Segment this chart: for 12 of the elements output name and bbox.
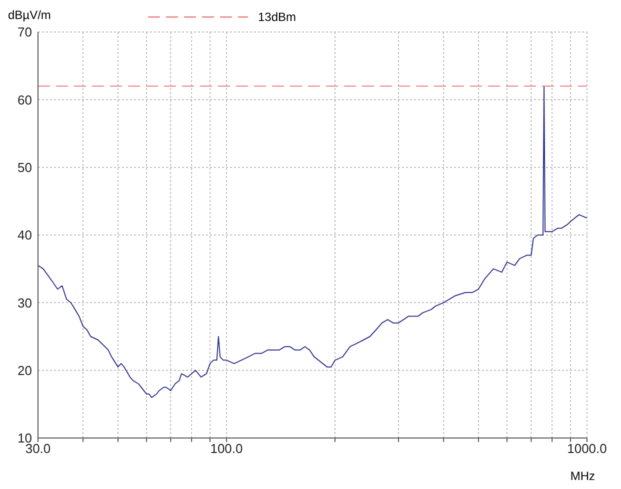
x-tick-label: 30.0 (25, 441, 51, 456)
y-tick-label: 30 (18, 295, 32, 310)
x-tick-label: 1000.0 (567, 441, 607, 456)
text: 13dBm (257, 10, 296, 24)
y-tick-label: 40 (18, 228, 32, 243)
x-axis-title: MHz (570, 469, 595, 483)
y-tick-label: 50 (18, 160, 32, 175)
y-tick-label: 70 (18, 24, 32, 40)
y-tick-label: 20 (18, 362, 32, 378)
x-tick-label: 100.0 (210, 441, 243, 456)
y-axis-title: dBµV/m (8, 8, 51, 22)
y-tick-label: 60 (18, 92, 32, 108)
